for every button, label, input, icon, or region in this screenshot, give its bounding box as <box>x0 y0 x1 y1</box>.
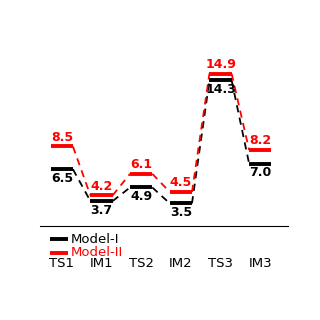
Text: TS1: TS1 <box>49 257 74 270</box>
Text: 8.5: 8.5 <box>51 131 73 144</box>
Text: 8.2: 8.2 <box>249 134 271 147</box>
Text: Model-II: Model-II <box>71 246 123 259</box>
Text: 4.5: 4.5 <box>170 176 192 189</box>
Text: TS2: TS2 <box>129 257 154 270</box>
Text: 6.5: 6.5 <box>51 172 73 185</box>
Text: IM2: IM2 <box>169 257 193 270</box>
Text: 4.2: 4.2 <box>90 180 113 193</box>
Text: TS3: TS3 <box>208 257 233 270</box>
Text: 14.9: 14.9 <box>205 58 236 71</box>
Text: 4.9: 4.9 <box>130 190 152 203</box>
Text: 6.1: 6.1 <box>130 158 152 171</box>
Text: IM3: IM3 <box>248 257 272 270</box>
Text: 7.0: 7.0 <box>249 166 271 180</box>
Text: 14.3: 14.3 <box>205 83 236 96</box>
Text: Model-I: Model-I <box>71 233 119 245</box>
Text: 3.5: 3.5 <box>170 206 192 219</box>
Text: 3.7: 3.7 <box>91 204 113 217</box>
Text: IM1: IM1 <box>90 257 113 270</box>
